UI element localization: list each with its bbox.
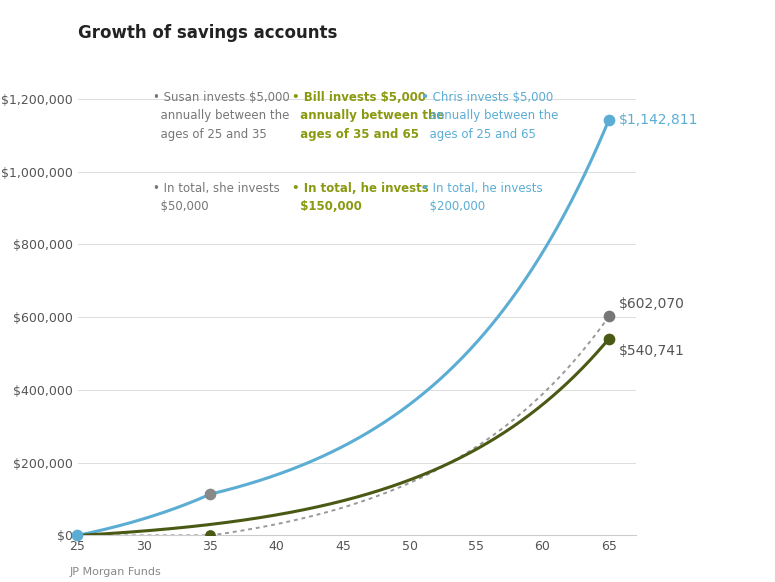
Point [603, 312, 615, 321]
Text: • In total, he invests
  $150,000: • In total, he invests $150,000 [292, 182, 429, 213]
Point [71, 531, 84, 540]
Point [204, 489, 216, 499]
Text: • In total, he invests
  $200,000: • In total, he invests $200,000 [422, 182, 543, 213]
Point [603, 115, 615, 125]
Text: • Bill invests $5,000
  annually between the
  ages of 35 and 65: • Bill invests $5,000 annually between t… [292, 91, 445, 141]
Text: JP Morgan Funds: JP Morgan Funds [70, 567, 161, 577]
Text: $602,070: $602,070 [618, 297, 684, 311]
Text: $1,142,811: $1,142,811 [618, 113, 698, 127]
Text: • In total, she invests
  $50,000: • In total, she invests $50,000 [153, 182, 280, 213]
Text: • Chris invests $5,000
  annually between the
  ages of 25 and 65: • Chris invests $5,000 annually between … [422, 91, 559, 141]
Text: Growth of savings accounts: Growth of savings accounts [78, 24, 337, 42]
Point [603, 334, 615, 343]
Text: $540,741: $540,741 [618, 345, 684, 359]
Text: • Susan invests $5,000
  annually between the
  ages of 25 and 35: • Susan invests $5,000 annually between … [153, 91, 290, 141]
Point [204, 531, 216, 540]
